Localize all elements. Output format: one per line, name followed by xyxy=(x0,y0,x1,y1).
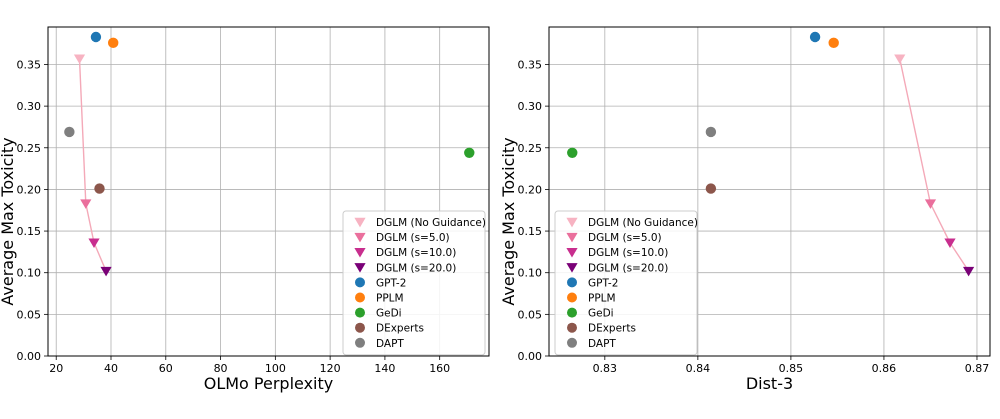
y-tick-label: 0.35 xyxy=(518,58,543,71)
x-tick-label: 0.85 xyxy=(779,362,804,375)
point-dglm-no-guidance xyxy=(73,54,86,64)
point-gedi xyxy=(464,147,475,158)
x-tick-label: 100 xyxy=(265,362,286,375)
y-tick-label: 0.10 xyxy=(17,267,42,280)
x-tick-label: 160 xyxy=(429,362,450,375)
legend-marker xyxy=(355,307,365,318)
x-tick-label: 0.87 xyxy=(965,362,990,375)
x-tick-label: 0.83 xyxy=(593,362,618,375)
legend-marker xyxy=(566,248,578,258)
y-axis-label: Average Max Toxicity xyxy=(499,137,518,305)
point-dapt xyxy=(64,126,75,138)
legend-entry: DGLM (No Guidance) xyxy=(588,217,698,229)
y-tick-label: 0.30 xyxy=(17,100,42,113)
y-axis-label: Average Max Toxicity xyxy=(0,137,17,305)
legend-marker xyxy=(567,337,577,348)
legend-entry: DExperts xyxy=(588,323,636,335)
legend-entry: DGLM (s=20.0) xyxy=(376,262,456,274)
point-dapt xyxy=(705,126,717,138)
x-tick-label: 0.84 xyxy=(686,362,711,375)
legend-entry: DGLM (s=10.0) xyxy=(588,247,668,259)
legend-entry: DAPT xyxy=(376,338,404,350)
legend-entry: GeDi xyxy=(376,308,402,320)
point-gedi xyxy=(567,147,578,158)
x-tick-label: 40 xyxy=(104,362,118,375)
y-tick-label: 0.10 xyxy=(518,267,543,280)
point-dglm-no-guidance xyxy=(894,54,906,64)
legend-marker xyxy=(354,263,366,273)
y-tick-label: 0.35 xyxy=(17,58,42,71)
y-tick-label: 0.15 xyxy=(17,225,42,238)
legend-marker xyxy=(355,322,365,333)
x-tick-label: 140 xyxy=(374,362,395,375)
x-axis-label: OLMo Perplexity xyxy=(204,374,334,393)
legend-entry: DGLM (s=5.0) xyxy=(588,232,662,244)
y-tick-label: 0.15 xyxy=(518,225,543,238)
legend-marker xyxy=(355,292,365,303)
point-dglm-s-5-0 xyxy=(80,199,92,209)
legend-marker xyxy=(355,337,365,348)
point-gpt-2 xyxy=(90,31,102,43)
legend-entry: GPT-2 xyxy=(376,277,406,289)
legend-entry: GPT-2 xyxy=(588,277,618,289)
legend-marker xyxy=(566,263,578,273)
y-tick-label: 0.00 xyxy=(518,350,543,363)
point-dglm-s-5-0 xyxy=(924,199,937,209)
y-tick-label: 0.25 xyxy=(17,142,42,155)
point-gpt-2 xyxy=(809,31,821,43)
legend-entry: PPLM xyxy=(376,293,404,305)
y-tick-label: 0.30 xyxy=(518,100,543,113)
chart-perplexity: 20 40 60 80 100 120 140 160 0.00 0.05 0.10 0.15 0.20… xyxy=(0,26,490,393)
point-dexperts xyxy=(705,183,717,194)
y-tick-label: 0.20 xyxy=(518,183,543,196)
point-pplm xyxy=(107,37,119,49)
plot-frame xyxy=(47,26,490,357)
x-tick-label: 80 xyxy=(214,362,228,375)
plot-frame xyxy=(548,26,991,357)
legend-entry: DExperts xyxy=(376,323,424,335)
point-dglm-s-10-0 xyxy=(88,238,100,249)
legend-marker xyxy=(567,307,577,318)
dglm-guidance-line xyxy=(78,58,107,272)
x-tick-label: 0.86 xyxy=(872,362,897,375)
legend: DGLM (No Guidance) DGLM (s=5.0) DGLM (s=10… xyxy=(554,210,698,356)
legend-marker xyxy=(355,277,365,288)
point-dexperts xyxy=(94,183,105,194)
y-tick-label: 0.05 xyxy=(518,308,543,321)
legend-marker xyxy=(354,232,366,243)
legend-box xyxy=(342,210,486,356)
legend: DGLM (No Guidance) DGLM (s=5.0) DGLM (s=10… xyxy=(342,210,486,356)
legend-box xyxy=(554,210,698,356)
x-tick-label: 20 xyxy=(49,362,63,375)
legend-entry: GeDi xyxy=(588,308,614,320)
legend-marker xyxy=(354,248,366,258)
legend-entry: DGLM (No Guidance) xyxy=(376,217,486,229)
legend-entry: DGLM (s=20.0) xyxy=(588,262,668,274)
y-tick-label: 0.05 xyxy=(17,308,42,321)
point-dglm-s-10-0 xyxy=(944,238,956,249)
y-tick-label: 0.25 xyxy=(518,142,543,155)
legend-entry: DAPT xyxy=(588,338,616,350)
point-dglm-s-20-0 xyxy=(963,266,975,277)
legend-entry: PPLM xyxy=(588,293,616,305)
dglm-guidance-line xyxy=(899,58,970,272)
y-tick-label: 0.20 xyxy=(17,183,42,196)
legend-marker xyxy=(354,217,366,228)
x-tick-label: 120 xyxy=(320,362,341,375)
legend-marker xyxy=(567,277,577,288)
legend-entry: DGLM (s=10.0) xyxy=(376,247,456,259)
legend-marker xyxy=(567,292,577,303)
legend-marker xyxy=(566,217,578,228)
y-tick-label: 0.00 xyxy=(17,350,42,363)
legend-marker xyxy=(567,322,577,333)
point-dglm-s-20-0 xyxy=(100,266,112,277)
x-tick-label: 60 xyxy=(159,362,173,375)
point-pplm xyxy=(828,37,839,49)
legend-entry: DGLM (s=5.0) xyxy=(376,232,450,244)
chart-dist3: 0.83 0.84 0.85 0.86 0.87 0.00 0.05 0.10 0.15 0.20… xyxy=(499,26,991,393)
legend-marker xyxy=(566,232,578,243)
x-axis-label: Dist-3 xyxy=(746,374,793,393)
